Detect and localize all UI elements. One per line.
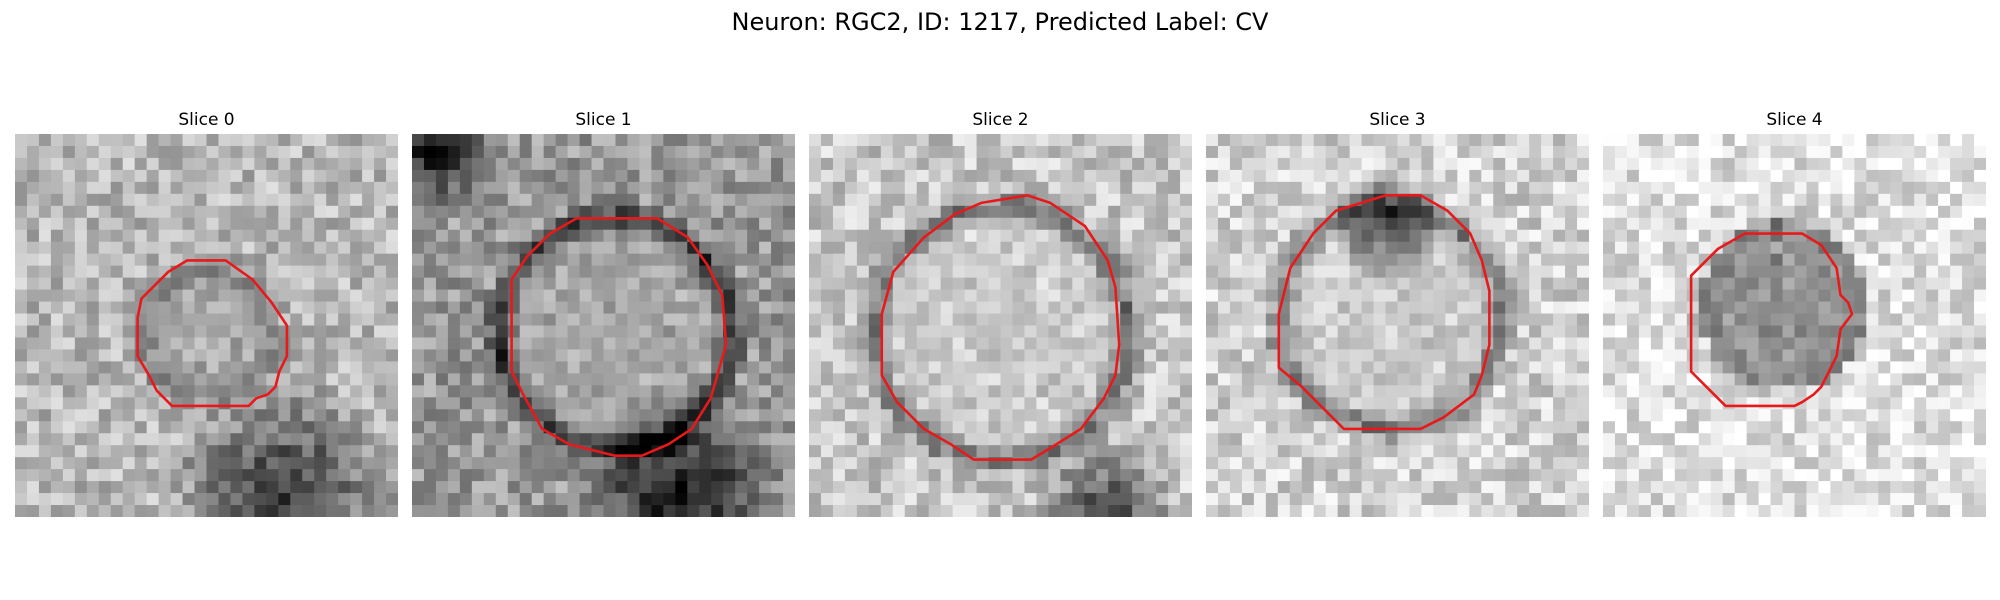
slice-title-2: Slice 2 bbox=[809, 109, 1192, 131]
slice-panel-0: Slice 0 bbox=[15, 109, 398, 517]
slice-title-0: Slice 0 bbox=[15, 109, 398, 131]
slice-panel-4: Slice 4 bbox=[1603, 109, 1986, 517]
slice-image-2 bbox=[809, 134, 1192, 517]
slice-panel-3: Slice 3 bbox=[1206, 109, 1589, 517]
slice-panel-1: Slice 1 bbox=[412, 109, 795, 517]
slice-title-4: Slice 4 bbox=[1603, 109, 1986, 131]
figure-title: Neuron: RGC2, ID: 1217, Predicted Label:… bbox=[0, 6, 2000, 38]
slice-image-4 bbox=[1603, 134, 1986, 517]
slice-title-3: Slice 3 bbox=[1206, 109, 1589, 131]
slice-image-3 bbox=[1206, 134, 1589, 517]
slice-title-1: Slice 1 bbox=[412, 109, 795, 131]
slice-panel-2: Slice 2 bbox=[809, 109, 1192, 517]
slice-image-1 bbox=[412, 134, 795, 517]
slice-image-0 bbox=[15, 134, 398, 517]
